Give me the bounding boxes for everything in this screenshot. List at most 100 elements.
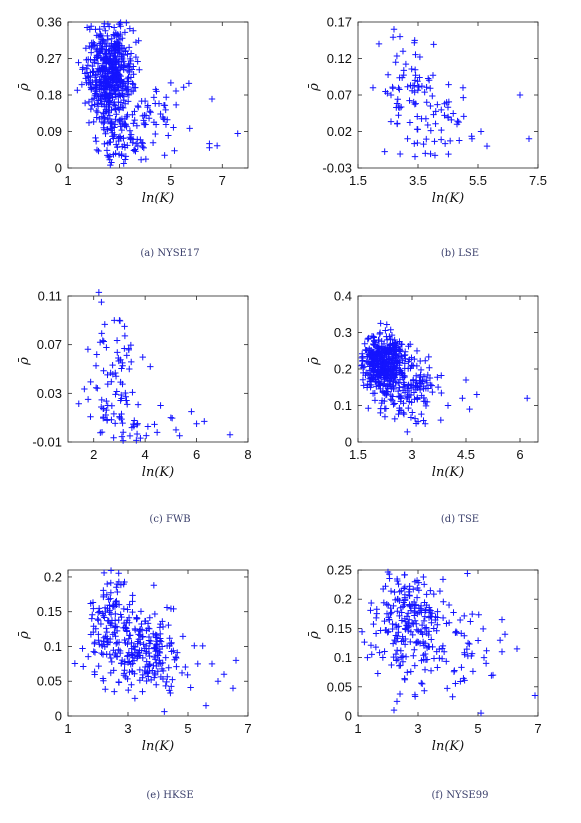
y-tick-label: 0.03 xyxy=(37,386,62,401)
data-point xyxy=(129,136,137,143)
data-point xyxy=(199,642,206,650)
data-point xyxy=(159,675,167,683)
data-point xyxy=(422,357,429,364)
data-point xyxy=(412,601,420,608)
data-point xyxy=(405,623,413,630)
y-axis-label: ρ̄ xyxy=(17,83,32,92)
data-point xyxy=(101,321,108,328)
data-point xyxy=(161,708,168,715)
data-point xyxy=(406,341,414,348)
data-point xyxy=(180,84,187,91)
data-point xyxy=(133,655,141,662)
panel-d: 1.5 3 4.5 6 0 0.1 0.2 0.3 0.4 ln(K) ρ̄ (d) TSE xyxy=(290,274,580,548)
data-point xyxy=(385,601,392,609)
data-point xyxy=(131,625,139,633)
data-point xyxy=(116,414,124,422)
data-point xyxy=(393,364,400,371)
data-point xyxy=(413,638,421,645)
data-point xyxy=(396,376,404,383)
data-point xyxy=(105,98,112,105)
data-point xyxy=(120,670,128,677)
data-point xyxy=(93,107,100,115)
data-point xyxy=(525,135,533,142)
data-point xyxy=(94,615,101,623)
data-point xyxy=(404,135,411,142)
data-point xyxy=(473,391,480,398)
data-point xyxy=(448,116,455,124)
y-tick-label: 0.3 xyxy=(334,325,352,340)
x-tick-label: 7.5 xyxy=(529,173,547,188)
data-point xyxy=(81,70,89,77)
data-point xyxy=(398,609,405,616)
data-point xyxy=(114,349,121,356)
data-point xyxy=(173,663,180,670)
data-point xyxy=(139,671,147,679)
data-point xyxy=(151,674,158,681)
data-point xyxy=(133,421,141,429)
data-point xyxy=(414,113,421,120)
data-point xyxy=(391,415,399,423)
data-point xyxy=(364,380,371,388)
data-point xyxy=(407,82,414,89)
data-point xyxy=(128,639,135,647)
data-point xyxy=(133,615,141,622)
data-point xyxy=(399,633,406,640)
data-point xyxy=(365,334,372,342)
data-point xyxy=(423,99,430,106)
data-point xyxy=(103,397,110,405)
data-point xyxy=(129,608,136,616)
data-point xyxy=(388,609,395,616)
data-point xyxy=(407,607,415,614)
x-tick-label: 1 xyxy=(354,721,361,736)
data-point xyxy=(469,668,477,675)
data-points xyxy=(369,26,533,160)
data-point xyxy=(364,654,371,661)
data-point xyxy=(130,70,137,78)
data-point xyxy=(438,389,445,397)
data-point xyxy=(386,366,394,374)
panel-caption: (b) LSE xyxy=(440,248,480,259)
data-point xyxy=(419,680,426,688)
y-tick-label: 0.09 xyxy=(37,124,62,139)
x-axis-label: ln(K) xyxy=(142,739,174,754)
data-point xyxy=(396,612,403,620)
data-point xyxy=(402,355,409,362)
data-point xyxy=(146,652,153,660)
data-point xyxy=(95,147,102,155)
data-point xyxy=(88,96,96,103)
data-point xyxy=(367,642,375,649)
data-point xyxy=(430,111,437,118)
data-point xyxy=(401,352,408,359)
data-point xyxy=(392,340,399,348)
data-point xyxy=(393,104,400,111)
data-point xyxy=(415,579,422,586)
data-point xyxy=(422,150,429,157)
data-point xyxy=(131,643,139,651)
data-point xyxy=(422,115,430,122)
y-tick-label: 0.12 xyxy=(327,51,352,66)
data-point xyxy=(405,624,412,631)
data-point xyxy=(164,673,171,680)
data-point xyxy=(98,649,105,657)
data-point xyxy=(387,326,394,333)
data-point xyxy=(411,578,419,585)
x-tick-label: 4 xyxy=(142,447,149,462)
data-point xyxy=(441,112,448,119)
data-point xyxy=(113,640,120,647)
data-point xyxy=(399,658,407,665)
data-point xyxy=(117,23,124,30)
data-point xyxy=(444,685,451,692)
data-point xyxy=(107,125,115,132)
data-point xyxy=(416,640,424,647)
data-point xyxy=(371,338,378,345)
data-point xyxy=(120,580,127,588)
data-point xyxy=(111,420,119,427)
data-point xyxy=(400,379,407,386)
data-point xyxy=(439,576,447,583)
data-point xyxy=(134,102,142,110)
data-point xyxy=(107,595,114,602)
data-point xyxy=(393,100,401,107)
data-point xyxy=(163,94,170,101)
scatter-plot: 1 3 5 7 0 0.09 0.18 0.27 0.36 ln(K) ρ̄ xyxy=(17,15,249,206)
data-point xyxy=(404,83,411,90)
